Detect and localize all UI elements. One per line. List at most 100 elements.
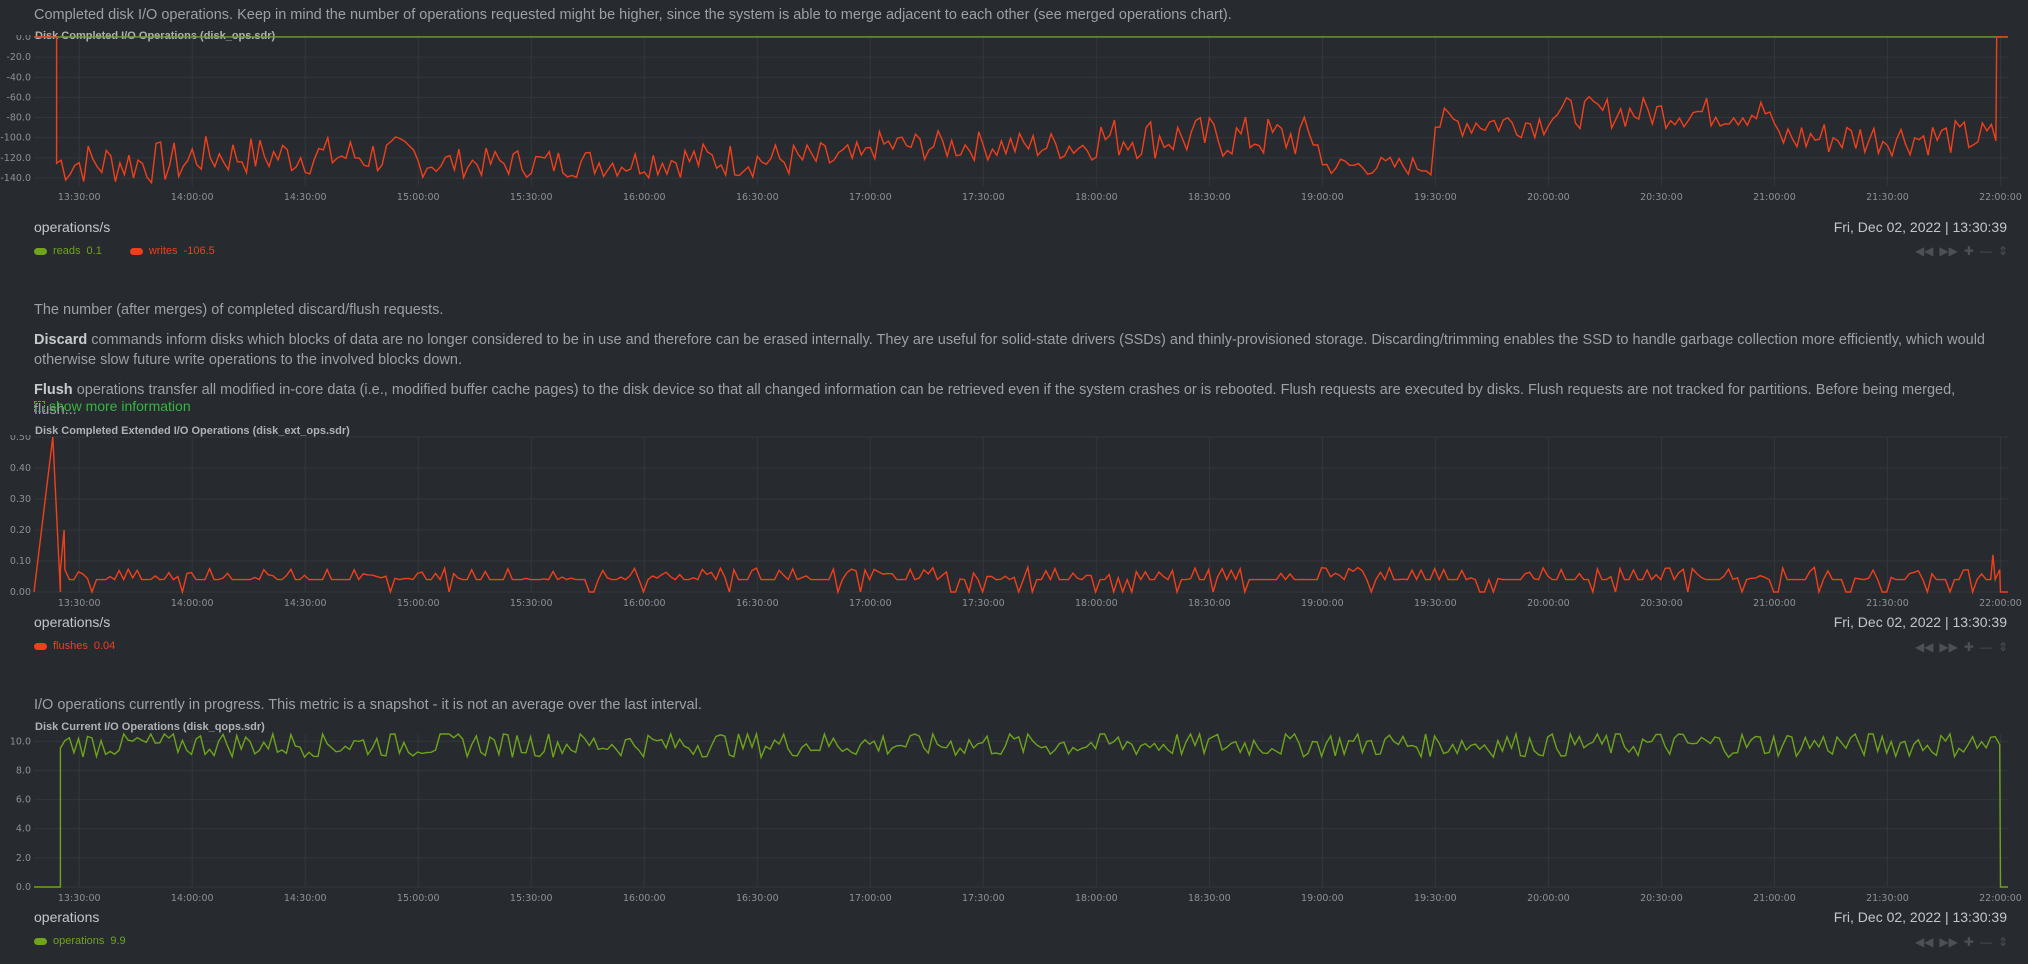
legend-label: writes xyxy=(148,245,178,257)
chart-datetime: Fri, Dec 02, 2022 | 13:30:39 xyxy=(1833,614,2007,630)
x-tick-label: 20:30:00 xyxy=(1640,192,1683,203)
x-tick-label: 18:30:00 xyxy=(1188,192,1231,203)
x-tick-label: 16:30:00 xyxy=(736,598,779,607)
chart-datetime: Fri, Dec 02, 2022 | 13:30:39 xyxy=(1833,219,2007,235)
legend-item-operations[interactable]: operations 9.9 xyxy=(34,935,126,947)
x-tick-label: 13:30:00 xyxy=(58,893,101,902)
x-tick-label: 17:00:00 xyxy=(849,192,892,203)
legend-item-writes[interactable]: writes -106.5 xyxy=(129,245,215,257)
resize-icon[interactable]: ⇕ xyxy=(1997,935,2008,949)
discard-label: Discard xyxy=(34,332,88,348)
legend-swatch-icon xyxy=(129,247,143,255)
zoom-out-icon[interactable]: — xyxy=(1979,935,1992,949)
x-tick-label: 21:00:00 xyxy=(1753,192,1796,203)
x-tick-label: 22:00:00 xyxy=(1979,598,2022,607)
zoom-in-icon[interactable]: ✚ xyxy=(1963,935,1974,949)
x-tick-label: 13:30:00 xyxy=(58,192,101,203)
disk-qops-chart[interactable]: 0.0 2.0 4.0 6.0 8.0 10.0 13:30:00 14:00:00 14:30… xyxy=(0,730,2028,902)
y-tick-label: 0.20 xyxy=(10,525,31,536)
pan-right-icon[interactable]: ▶▶ xyxy=(1939,935,1958,949)
x-tick-label: 21:30:00 xyxy=(1866,893,1909,902)
y-tick-label: -40.0 xyxy=(6,72,31,83)
y-tick-label: 0.0 xyxy=(16,882,31,893)
x-tick-label: 18:30:00 xyxy=(1188,893,1231,902)
pan-left-icon[interactable]: ◀◀ xyxy=(1914,640,1934,654)
legend-value: 0.1 xyxy=(86,245,102,257)
x-tick-label: 19:30:00 xyxy=(1414,893,1457,902)
x-tick-label: 18:00:00 xyxy=(1075,192,1118,203)
x-tick-label: 14:30:00 xyxy=(284,598,327,607)
x-tick-label: 22:00:00 xyxy=(1979,192,2022,203)
disk-ops-chart[interactable]: 0.0 -20.0 -40.0 -60.0 -80.0 -100.0 -120.0 -140.… xyxy=(0,35,2028,210)
x-tick-label: 16:00:00 xyxy=(623,598,666,607)
series-line-flushes xyxy=(33,436,2008,595)
y-tick-label: -120.0 xyxy=(0,153,31,164)
show-more-label: show more information xyxy=(49,398,191,414)
pan-left-icon[interactable]: ◀◀ xyxy=(1914,935,1934,949)
x-tick-label: 17:30:00 xyxy=(962,598,1005,607)
x-tick-label: 18:00:00 xyxy=(1075,598,1118,607)
chart-datetime: Fri, Dec 02, 2022 | 13:30:39 xyxy=(1833,909,2007,925)
x-tick-label: 16:00:00 xyxy=(623,893,666,902)
y-tick-label: 2.0 xyxy=(16,853,31,864)
x-tick-label: 14:00:00 xyxy=(171,598,214,607)
y-tick-label: -20.0 xyxy=(6,52,31,63)
units-label: operations/s xyxy=(34,219,111,235)
legend-label: reads xyxy=(53,245,81,257)
x-tick-label: 16:30:00 xyxy=(736,893,779,902)
discard-text: commands inform disks which blocks of da… xyxy=(34,332,1985,368)
resize-icon[interactable]: ⇕ xyxy=(1997,244,2008,258)
chart-description: The number (after merges) of completed d… xyxy=(34,302,444,318)
y-tick-label: 0.40 xyxy=(10,463,31,474)
legend-item-reads[interactable]: reads 0.1 xyxy=(34,245,102,257)
disk-ext-ops-chart[interactable]: 0.00 0.10 0.20 0.30 0.40 0.50 13:30:00 14:00:00… xyxy=(0,435,2028,607)
x-tick-label: 14:00:00 xyxy=(171,192,214,203)
chart-legend: operations 9.9 xyxy=(34,935,126,947)
chart-toolbox: ◀◀ ▶▶ ✚ — ⇕ xyxy=(1915,935,2008,949)
x-tick-label: 15:00:00 xyxy=(397,598,440,607)
zoom-out-icon[interactable]: — xyxy=(1979,244,1992,258)
zoom-in-icon[interactable]: ✚ xyxy=(1963,640,1974,654)
pan-right-icon[interactable]: ▶▶ xyxy=(1939,244,1958,258)
x-tick-label: 19:00:00 xyxy=(1301,893,1344,902)
x-tick-label: 20:30:00 xyxy=(1640,893,1683,902)
x-tick-label: 15:30:00 xyxy=(510,893,553,902)
y-tick-label: 8.0 xyxy=(16,765,31,776)
x-tick-label: 22:00:00 xyxy=(1979,893,2022,902)
y-tick-label: -100.0 xyxy=(0,133,31,144)
x-tick-label: 17:00:00 xyxy=(849,598,892,607)
x-tick-label: 17:30:00 xyxy=(962,893,1005,902)
x-tick-label: 14:30:00 xyxy=(284,192,327,203)
x-tick-label: 18:00:00 xyxy=(1075,893,1118,902)
y-tick-label: -140.0 xyxy=(0,173,31,184)
chart-legend: flushes 0.04 xyxy=(34,640,115,652)
x-tick-label: 21:00:00 xyxy=(1753,893,1796,902)
y-tick-label: 0.50 xyxy=(10,435,31,443)
x-tick-label: 21:30:00 xyxy=(1866,192,1909,203)
x-tick-label: 15:00:00 xyxy=(397,893,440,902)
chart-description: Completed disk I/O operations. Keep in m… xyxy=(34,7,1232,23)
show-more-information-link[interactable]: show more information xyxy=(34,398,191,414)
x-tick-label: 21:00:00 xyxy=(1753,598,1796,607)
x-tick-label: 17:30:00 xyxy=(962,192,1005,203)
units-label: operations xyxy=(34,909,100,925)
series-line-operations xyxy=(34,731,2008,888)
chart-title: Disk Completed I/O Operations (disk_ops.… xyxy=(35,30,276,42)
x-tick-label: 19:00:00 xyxy=(1301,192,1344,203)
y-tick-label: 10.0 xyxy=(10,736,31,747)
y-tick-label: 4.0 xyxy=(16,824,31,835)
resize-icon[interactable]: ⇕ xyxy=(1997,640,2008,654)
pan-right-icon[interactable]: ▶▶ xyxy=(1939,640,1958,654)
chart-description: I/O operations currently in progress. Th… xyxy=(34,697,702,713)
legend-swatch-icon xyxy=(34,642,47,650)
y-tick-label: 0.00 xyxy=(10,587,31,598)
units-label: operations/s xyxy=(34,614,111,630)
legend-label: operations xyxy=(53,935,105,947)
x-tick-label: 14:00:00 xyxy=(171,893,214,902)
zoom-in-icon[interactable]: ✚ xyxy=(1963,244,1974,258)
pan-left-icon[interactable]: ◀◀ xyxy=(1914,244,1934,258)
legend-item-flushes[interactable]: flushes 0.04 xyxy=(34,640,115,652)
chart-legend: reads 0.1 writes -106.5 xyxy=(34,245,215,257)
x-tick-label: 20:00:00 xyxy=(1527,598,1570,607)
zoom-out-icon[interactable]: — xyxy=(1979,640,1992,654)
